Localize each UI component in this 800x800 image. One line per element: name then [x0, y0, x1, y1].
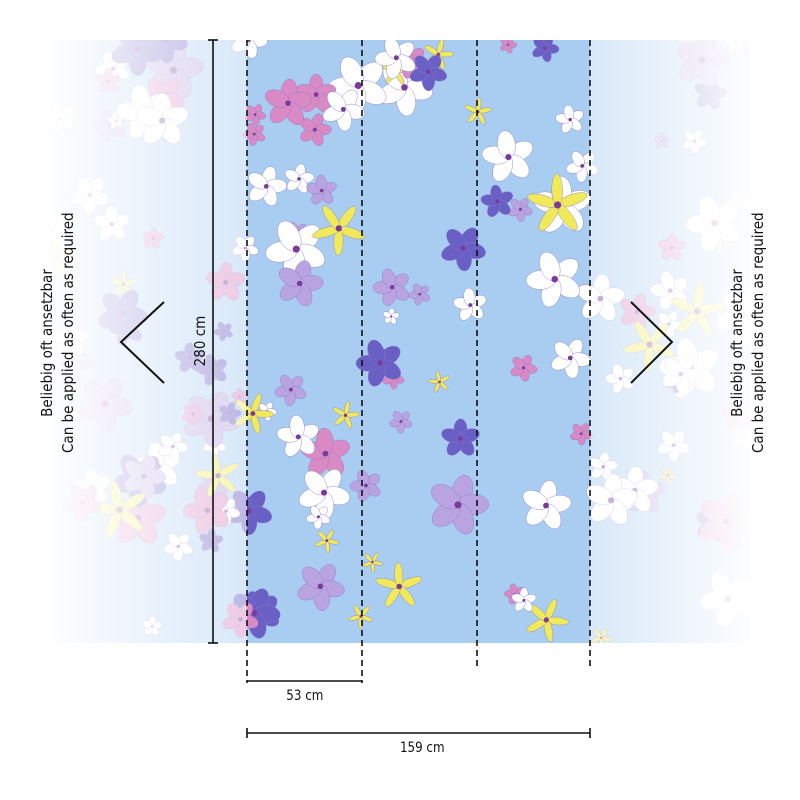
- flower: [511, 587, 537, 612]
- flower: [372, 268, 409, 307]
- panel-width-label: 53 cm: [286, 688, 324, 704]
- flower: [297, 564, 345, 611]
- flower: [374, 40, 416, 79]
- repeat-note-left: Beliebig oft ansetzbar Can be applied as…: [37, 212, 79, 453]
- chevron-left-icon: [119, 301, 165, 384]
- flower: [389, 411, 413, 434]
- flower: [551, 339, 591, 379]
- right-fade-overlay: [590, 40, 760, 643]
- flower: [525, 251, 580, 308]
- flower: [298, 469, 351, 520]
- flower: [276, 415, 319, 457]
- repeat-note-de: Beliebig oft ansetzbar: [38, 269, 56, 417]
- flower: [480, 184, 513, 218]
- flower: [300, 113, 332, 146]
- flower: [508, 198, 533, 222]
- flower: [527, 173, 588, 232]
- flower: [348, 605, 374, 630]
- flower: [532, 40, 560, 63]
- flower: [375, 562, 423, 608]
- flower: [349, 469, 381, 502]
- chevron-right-icon: [630, 301, 674, 384]
- flower: [409, 55, 447, 92]
- flower: [510, 354, 538, 382]
- flower: [248, 166, 287, 206]
- flower: [526, 599, 569, 643]
- flower: [244, 104, 267, 126]
- flower: [315, 529, 340, 554]
- flower: [332, 401, 360, 429]
- flower: [441, 418, 480, 456]
- flower: [322, 89, 365, 132]
- flower: [306, 174, 337, 205]
- flower: [555, 104, 584, 134]
- flower: [300, 427, 350, 477]
- flower: [441, 227, 486, 272]
- repeat-note-en: Can be applied as often as required: [749, 212, 767, 453]
- flower: [408, 283, 430, 306]
- flower: [355, 339, 401, 387]
- total-width-label: 159 cm: [399, 740, 445, 756]
- flower: [274, 374, 307, 407]
- repeat-note-en: Can be applied as often as required: [59, 212, 77, 453]
- flower: [278, 260, 324, 307]
- flower: [428, 370, 450, 393]
- flower: [312, 205, 365, 256]
- flower: [284, 163, 315, 194]
- flower: [265, 78, 312, 125]
- flower: [500, 40, 518, 54]
- flower: [431, 474, 489, 535]
- height-label: 280 cm: [191, 315, 209, 367]
- flower: [481, 130, 533, 182]
- flower: [382, 307, 400, 325]
- flower: [306, 505, 331, 530]
- repeat-note-right: Beliebig oft ansetzbar Can be applied as…: [727, 212, 769, 453]
- repeat-note-de: Beliebig oft ansetzbar: [728, 269, 746, 417]
- flower: [362, 552, 384, 574]
- flower: [522, 480, 572, 530]
